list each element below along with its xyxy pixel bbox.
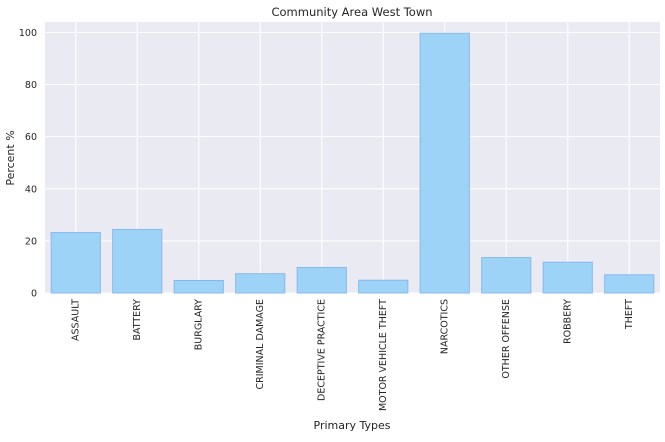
x-tick-label: ASSAULT (70, 299, 81, 341)
bar-deceptive-practice (296, 266, 347, 294)
y-tick-label: 0 (31, 289, 37, 300)
bar-battery (112, 228, 163, 294)
bar-motor-vehicle-theft (358, 279, 409, 294)
x-tick-label: ROBBERY (562, 299, 573, 344)
bar-assault (50, 232, 101, 294)
bar-burglary (173, 279, 224, 294)
x-tick-label: THEFT (624, 299, 635, 330)
bars (50, 32, 655, 294)
x-axis-label: Primary Types (314, 419, 391, 432)
x-tick-labels: ASSAULT BATTERY BURGLARY CRIMINAL DAMAGE DEC… (70, 299, 635, 411)
bar-narcotics (419, 32, 470, 294)
bar-other-offense (481, 257, 532, 294)
chart-title: Community Area West Town (271, 5, 432, 19)
x-tick-label: NARCOTICS (439, 299, 450, 354)
y-tick-label: 80 (25, 80, 37, 91)
x-tick-label: CRIMINAL DAMAGE (255, 299, 266, 390)
bar-criminal-damage (235, 273, 286, 294)
bar-robbery (542, 261, 593, 294)
grid-lines (45, 22, 660, 294)
x-tick-label: OTHER OFFENSE (501, 299, 512, 379)
y-tick-labels: 0 20 40 60 80 100 (19, 28, 37, 300)
x-tick-label: MOTOR VEHICLE THEFT (378, 299, 389, 411)
y-tick-label: 40 (25, 184, 37, 195)
x-tick-label: BATTERY (132, 299, 143, 341)
y-axis-label: Percent % (4, 130, 17, 185)
y-tick-label: 60 (25, 132, 37, 143)
x-tick-label: DECEPTIVE PRACTICE (316, 299, 327, 401)
y-tick-label: 100 (19, 28, 37, 39)
bar-theft (604, 274, 655, 294)
y-tick-label: 20 (25, 236, 37, 247)
x-tick-label: BURGLARY (193, 299, 204, 350)
